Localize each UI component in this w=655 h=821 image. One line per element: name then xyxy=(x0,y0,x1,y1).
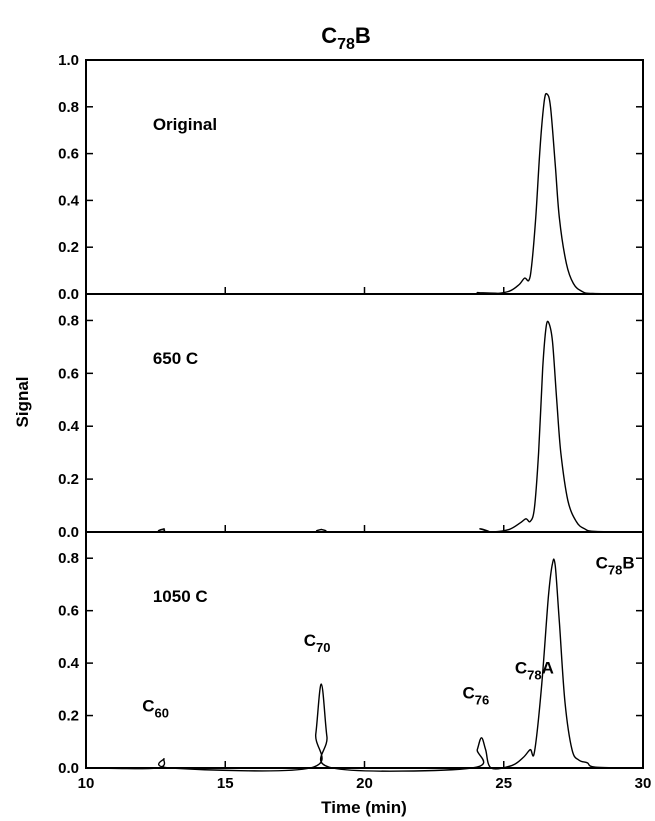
y-tick-label: 0.8 xyxy=(58,312,79,329)
chart-title: C78B xyxy=(321,23,371,53)
panel-frame xyxy=(85,293,644,533)
y-tick-label: 0.6 xyxy=(58,603,79,620)
x-tick-label: 30 xyxy=(635,775,652,792)
x-tick-label: 25 xyxy=(495,775,512,792)
y-tick-label: 1.0 xyxy=(58,52,79,69)
x-tick-label: 10 xyxy=(78,775,95,792)
x-tick-label: 20 xyxy=(356,775,373,792)
y-tick-label: 0.0 xyxy=(58,524,79,541)
peak-label: C78B xyxy=(596,554,635,578)
peak-label-tail: B xyxy=(622,554,634,573)
peak-label-main: C xyxy=(463,684,475,703)
y-tick-label: 0.8 xyxy=(58,550,79,567)
y-tick-label: 0.4 xyxy=(58,418,80,435)
panel-label: Original xyxy=(153,115,217,134)
y-tick-label: 0.8 xyxy=(58,99,79,116)
peak-label-main: C xyxy=(142,697,154,716)
peak-label: C78A xyxy=(515,659,554,683)
signal-trace xyxy=(85,558,644,772)
y-tick-label: 0.4 xyxy=(58,655,80,672)
peak-label-subscript: 70 xyxy=(316,640,330,655)
y-axis-title: Signal xyxy=(13,376,32,427)
peak-label-subscript: 78 xyxy=(527,668,541,683)
peak-label-subscript: 60 xyxy=(155,706,169,721)
y-tick-label: 0.2 xyxy=(58,239,79,256)
peak-label-subscript: 78 xyxy=(608,563,622,578)
peak-label-main: C xyxy=(596,554,608,573)
y-tick-label: 0.2 xyxy=(58,471,79,488)
peak-label-main: C xyxy=(304,631,316,650)
panel-1: 0.0 0.2 0.4 0.6 0.8 1.0 Original xyxy=(58,52,644,303)
x-axis-title: Time (min) xyxy=(321,798,407,817)
peak-label-tail: A xyxy=(542,659,554,678)
peak-label-subscript: 76 xyxy=(475,693,489,708)
x-tick-label: 15 xyxy=(217,775,234,792)
y-tick-label: 0.6 xyxy=(58,146,79,163)
peak-label: C60 xyxy=(142,697,169,721)
signal-trace xyxy=(85,92,644,295)
y-tick-label: 0.2 xyxy=(58,708,79,725)
y-tick-label: 0.4 xyxy=(58,192,80,209)
panels-group: 0.00.20.40.60.81.0Original0.00.20.40.60.… xyxy=(58,52,644,777)
peak-label: C76 xyxy=(463,684,490,708)
x-axis: 10 15 20 25 30 xyxy=(78,775,652,792)
y-tick-label: 0.6 xyxy=(58,365,79,382)
panel-label: 1050 C xyxy=(153,587,208,606)
panel-2: 0.0 0.2 0.4 0.6 0.8 650 C xyxy=(58,293,644,541)
panel-frame xyxy=(85,59,644,295)
panel-label: 650 C xyxy=(153,349,198,368)
y-tick-label: 0.0 xyxy=(58,286,79,303)
peak-label: C70 xyxy=(304,631,331,655)
panel-frame xyxy=(85,531,644,769)
peak-label-main: C xyxy=(515,659,527,678)
y-tick-label: 0.0 xyxy=(58,760,79,777)
